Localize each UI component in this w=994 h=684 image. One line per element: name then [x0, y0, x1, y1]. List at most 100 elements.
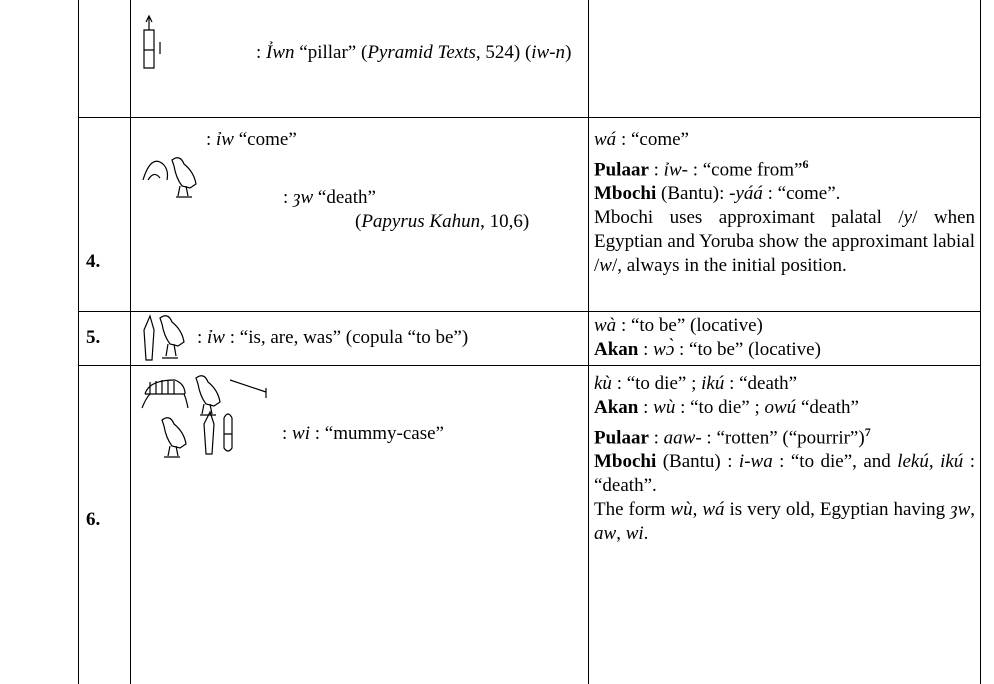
glyph	[142, 160, 169, 181]
yoruba-line: Mbochi (Bantu) : i-wa : “to die”, and le…	[594, 450, 975, 498]
text-run: : “to be” (locative)	[616, 315, 763, 336]
egyptian-line: (Papyrus Kahun, 10,6)	[355, 210, 529, 234]
yoruba-line: Mbochi uses approximant palatal /y/ when…	[594, 206, 975, 278]
text-run: wi	[625, 523, 644, 545]
text-run: /, always in the initial position.	[611, 255, 847, 277]
rule	[980, 0, 981, 684]
text-run: ikú	[701, 373, 725, 394]
text-run: :	[197, 327, 208, 348]
yoruba-line: wá : “come”	[594, 128, 975, 152]
egyptian-line: : wi : “mummy-case”	[282, 422, 444, 446]
text-run: “come”	[233, 129, 297, 150]
row-number: 5.	[86, 327, 101, 348]
text-run: ,	[692, 499, 703, 521]
egyptian-line: : ȝw “death”	[283, 186, 376, 210]
text-run: Papyrus Kahun	[361, 211, 481, 232]
text-run: Ỉwn	[266, 42, 295, 63]
text-run: (Bantu) :	[656, 451, 739, 473]
rule	[78, 0, 79, 684]
text-run: , 10,6)	[480, 211, 530, 232]
rule	[78, 365, 981, 366]
text-run: : “come”	[616, 129, 689, 150]
text-run: aaw	[663, 427, 696, 449]
rule	[130, 0, 131, 684]
glyph	[171, 157, 197, 198]
text-run: :	[648, 427, 664, 449]
text-run: owú	[764, 397, 797, 418]
text-run: : “death”	[724, 373, 798, 394]
glyph	[161, 417, 187, 458]
text-run: : “come”.	[762, 183, 841, 205]
glyph	[195, 375, 221, 416]
text-run: Mbochi uses approximant palatal /	[594, 207, 904, 229]
text-run: Mbochi	[594, 451, 657, 473]
text-run: wi	[292, 423, 310, 444]
text-run: - : “come from”	[681, 159, 803, 181]
text-run: : “mummy-case”	[309, 423, 444, 444]
text-run: ỉw	[663, 159, 682, 181]
text-run: “death”	[796, 397, 859, 418]
glyph	[229, 379, 267, 398]
text-run: : “to die” ;	[675, 397, 765, 418]
text-run: , 524) (	[475, 42, 532, 63]
text-run: .	[643, 523, 649, 545]
text-run: Akan	[594, 397, 639, 418]
yoruba-line: The form wù, wá is very old, Egyptian ha…	[594, 498, 975, 546]
text-run: lekú	[897, 451, 929, 473]
text-run: : “to be” (locative)	[674, 339, 821, 360]
rule	[78, 117, 981, 118]
text-run: wá	[594, 129, 617, 150]
glyph	[203, 410, 215, 455]
yoruba-cell: wá : “come” Pulaar : ỉw- : “come from”6 Mb…	[594, 128, 975, 278]
text-run: Mbochi	[594, 183, 657, 205]
yoruba-line: Pulaar : aaw- : “rotten” (“pourrir”)7	[594, 420, 975, 450]
egyptian-line: : ỉw : “is, are, was” (copula “to be”)	[197, 326, 468, 350]
rule	[588, 0, 589, 684]
text-run: )	[565, 42, 572, 63]
text-run: - : “rotten” (“pourrir”)	[695, 427, 865, 449]
yoruba-line: kù : “to die” ; ikú : “death”	[594, 372, 975, 396]
text-run: “pillar” (	[294, 42, 368, 63]
text-run: iw-n	[531, 42, 566, 63]
text-run: wù	[653, 397, 676, 418]
text-run: : “to die” ;	[611, 373, 702, 394]
text-run: :	[256, 42, 267, 63]
text-run: :	[206, 129, 217, 150]
text-run: (Bantu): -	[656, 183, 736, 205]
text-run: Pyramid Texts	[367, 42, 476, 63]
text-run: : “is, are, was” (copula “to be”)	[224, 327, 469, 348]
yoruba-cell: wà : “to be” (locative) Akan : wɔ̀ : “to …	[594, 314, 975, 362]
text-run: :	[638, 397, 654, 418]
text-run: wù	[670, 499, 693, 521]
glyph	[223, 413, 233, 452]
text-run: :	[648, 159, 664, 181]
row-number: 6.	[86, 509, 101, 530]
yoruba-line: Mbochi (Bantu): -yáá : “come”.	[594, 182, 975, 206]
row-number: 4.	[86, 251, 101, 272]
text-run: y	[903, 207, 913, 229]
text-run: i-wa	[738, 451, 773, 473]
text-run: yáá	[735, 183, 763, 205]
text-run: (	[355, 211, 362, 232]
text-run: ikú	[940, 451, 964, 473]
text-run: ỉw	[207, 327, 225, 348]
text-run: / when Egyptian and Yoruba show the appr…	[594, 207, 975, 277]
text-run: is very old, Egyptian having	[724, 499, 951, 521]
text-run: ,	[928, 451, 941, 473]
yoruba-line: Akan : wɔ̀ : “to be” (locative)	[594, 338, 975, 362]
text-run: :	[638, 339, 654, 360]
text-run: Akan	[594, 339, 639, 360]
text-run: Pulaar	[594, 427, 649, 449]
text-run: : “to die”, and	[772, 451, 898, 473]
text-run: 6	[802, 157, 809, 171]
text-run: aw	[594, 523, 617, 545]
glyph	[159, 315, 185, 359]
yoruba-line: Pulaar : ỉw- : “come from”6	[594, 152, 975, 182]
egyptian-line: : ỉw “come”	[206, 128, 297, 152]
text-run: “death”	[313, 187, 376, 208]
glyph	[143, 14, 161, 69]
egyptian-line: : Ỉwn “pillar” (Pyramid Texts, 524) (iw-…	[256, 41, 571, 65]
yoruba-cell: kù : “to die” ; ikú : “death” Akan : wù :…	[594, 372, 975, 546]
